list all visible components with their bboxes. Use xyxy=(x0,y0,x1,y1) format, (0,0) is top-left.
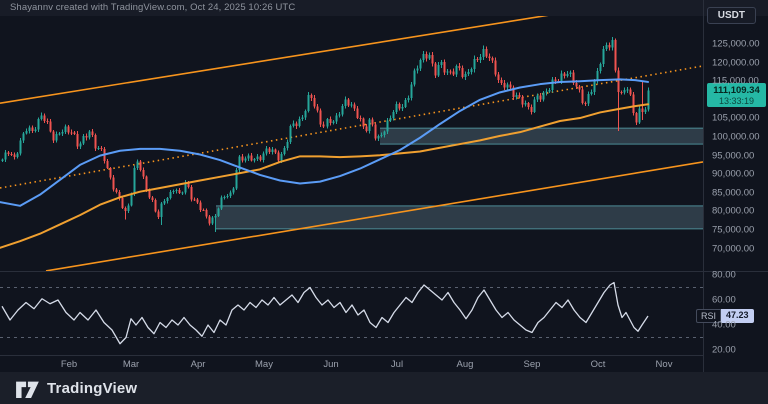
price-pane[interactable] xyxy=(0,0,703,271)
tradingview-logo-text: TradingView xyxy=(47,379,138,397)
tradingview-logo-icon xyxy=(16,381,39,398)
tradingview-logo[interactable]: TradingView xyxy=(14,378,137,398)
chart-canvas[interactable] xyxy=(0,0,703,372)
price-axis-label: 70,000.00 xyxy=(712,243,755,255)
rsi-axis-label: 40.00 xyxy=(712,319,736,331)
time-axis-label-aug: Aug xyxy=(456,359,474,370)
time-axis[interactable]: Feb Mar Apr May Jun Jul Aug Sep Oct Nov xyxy=(0,355,703,372)
time-axis-label-apr: Apr xyxy=(190,359,206,370)
rsi-axis-label: 60.00 xyxy=(712,294,736,306)
time-axis-label-may: May xyxy=(255,359,273,370)
time-axis-label-oct: Oct xyxy=(590,359,606,370)
last-price-badge: 111,109.34 13:33:19 xyxy=(707,82,766,107)
trendline-channel-lower[interactable] xyxy=(45,161,703,271)
time-axis-label-jun: Jun xyxy=(323,359,339,370)
trendline-ascending-dotted[interactable] xyxy=(0,65,703,189)
support-zone xyxy=(216,205,703,229)
price-axis-label: 80,000.00 xyxy=(712,205,755,217)
ma-blue-line[interactable] xyxy=(0,78,649,207)
time-axis-label-nov: Nov xyxy=(655,359,673,370)
price-axis-label: 95,000.00 xyxy=(712,150,755,162)
price-axis-label: 125,000.00 xyxy=(712,38,760,50)
pane-separator[interactable] xyxy=(0,271,768,272)
rsi-line[interactable] xyxy=(1,281,649,345)
price-axis[interactable]: 111,109.34 13:33:19 RSI 47.23 125,000.00… xyxy=(696,0,768,372)
price-axis-label: 75,000.00 xyxy=(712,224,755,236)
price-axis-label: 120,000.00 xyxy=(712,57,760,69)
rsi-pane[interactable] xyxy=(0,281,703,345)
rsi-badge-value: 47.23 xyxy=(721,308,754,323)
time-axis-label-mar: Mar xyxy=(122,359,140,370)
price-axis-label: 90,000.00 xyxy=(712,168,755,180)
resistance-zone xyxy=(380,128,703,145)
price-axis-label: 85,000.00 xyxy=(712,187,755,199)
time-axis-label-sep: Sep xyxy=(523,359,541,370)
bar-countdown: 13:33:19 xyxy=(718,95,755,106)
rsi-axis-label: 20.00 xyxy=(712,344,736,356)
symbol-badge: USDT xyxy=(706,7,756,24)
ma-orange-line[interactable] xyxy=(0,103,649,249)
rsi-badge-label: RSI xyxy=(696,308,722,323)
price-axis-label: 115,000.00 xyxy=(712,75,759,87)
footer-bar: TradingView xyxy=(0,372,768,404)
header-strip: Shayannv created with TradingView.com, O… xyxy=(0,0,768,16)
rsi-axis-label: 80.00 xyxy=(712,269,736,281)
trendline-channel-upper[interactable] xyxy=(0,0,703,104)
time-axis-label-jul: Jul xyxy=(390,359,404,370)
price-axis-label: 100,000.00 xyxy=(712,131,760,143)
rsi-value-badge: RSI 47.23 xyxy=(696,308,754,323)
time-axis-label-feb: Feb xyxy=(60,359,78,370)
candlestick-series xyxy=(1,37,650,233)
price-axis-label: 105,000.00 xyxy=(712,112,760,124)
attribution-text: Shayannv created with TradingView.com, O… xyxy=(10,2,296,13)
last-price-value: 111,109.34 xyxy=(713,84,760,96)
